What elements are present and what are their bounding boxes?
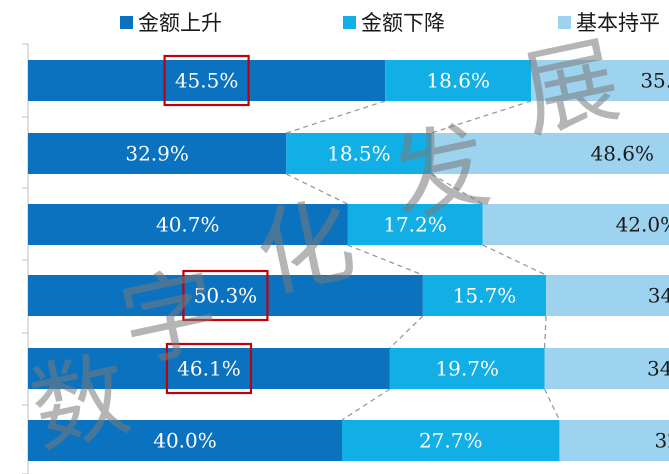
data-label: 48.6% [590, 142, 654, 166]
highlight-box [182, 269, 269, 322]
highlight-box [165, 342, 253, 395]
data-label: 34.0% [648, 284, 669, 308]
data-label: 50.3% [194, 284, 258, 308]
data-label: 18.5% [327, 142, 391, 166]
data-label: 19.7% [435, 357, 499, 381]
data-label: 46.1% [177, 357, 241, 381]
bar-segment [559, 420, 669, 461]
bar-segment [28, 204, 348, 245]
data-label: 35.9% [640, 69, 669, 93]
highlight-boxes [163, 54, 269, 395]
bar-segment [286, 133, 432, 174]
bar-segment [389, 348, 545, 389]
bar-segment [28, 275, 423, 316]
bar-segment [431, 133, 669, 174]
legend-label: 金额上升 [138, 11, 222, 35]
connector-line [341, 388, 391, 421]
bar-segment [482, 204, 669, 245]
data-label: 27.7% [419, 429, 483, 453]
legend-swatch [558, 16, 571, 29]
watermark-char: 发 [381, 108, 498, 238]
bars [28, 60, 669, 461]
watermark-char: 化 [246, 183, 363, 313]
data-label: 15.7% [453, 284, 517, 308]
data-label: 42.0% [616, 213, 669, 237]
data-label: 18.6% [426, 69, 490, 93]
bar-segment [28, 420, 342, 461]
legend: 金额上升 金额下降 基本持平 [120, 11, 660, 35]
watermark-char: 字 [111, 253, 228, 383]
bar-segment [422, 275, 547, 316]
watermark-char: 数 [21, 338, 138, 468]
legend-label: 基本持平 [576, 11, 660, 35]
legend-label: 金额下降 [361, 11, 445, 35]
bar-segment [28, 133, 287, 174]
data-label: 32.3% [654, 429, 669, 453]
bar-segment [544, 348, 669, 389]
connector-line [543, 388, 561, 421]
data-label: 40.0% [153, 429, 217, 453]
bar-segment [385, 60, 532, 101]
data-label: 32.9% [125, 142, 189, 166]
connector-line [543, 315, 547, 349]
bar-segment [546, 275, 669, 316]
highlight-box [163, 54, 250, 107]
data-label: 45.5% [175, 69, 239, 93]
legend-swatch [120, 16, 133, 29]
data-labels: 45.5% 18.6% 35.9% 32.9% 18.5% 48.6% 40.7% 17.2%… [125, 69, 669, 453]
data-label: 40.7% [156, 213, 220, 237]
connector-line [482, 244, 547, 276]
bar-segment [531, 60, 669, 101]
data-label: 17.2% [383, 213, 447, 237]
connector-line [431, 173, 483, 205]
bar-segment [28, 348, 390, 389]
series-connector-lines [285, 100, 561, 421]
watermark-char: 展 [511, 23, 628, 153]
bar-segment [347, 204, 483, 245]
bar-segment [342, 420, 560, 461]
connector-line [389, 315, 424, 349]
bar-segment [28, 60, 386, 101]
data-label: 34.2% [647, 357, 669, 381]
connector-line [286, 100, 386, 134]
legend-swatch [343, 16, 356, 29]
connector-line [285, 173, 348, 205]
connector-line [347, 244, 424, 276]
